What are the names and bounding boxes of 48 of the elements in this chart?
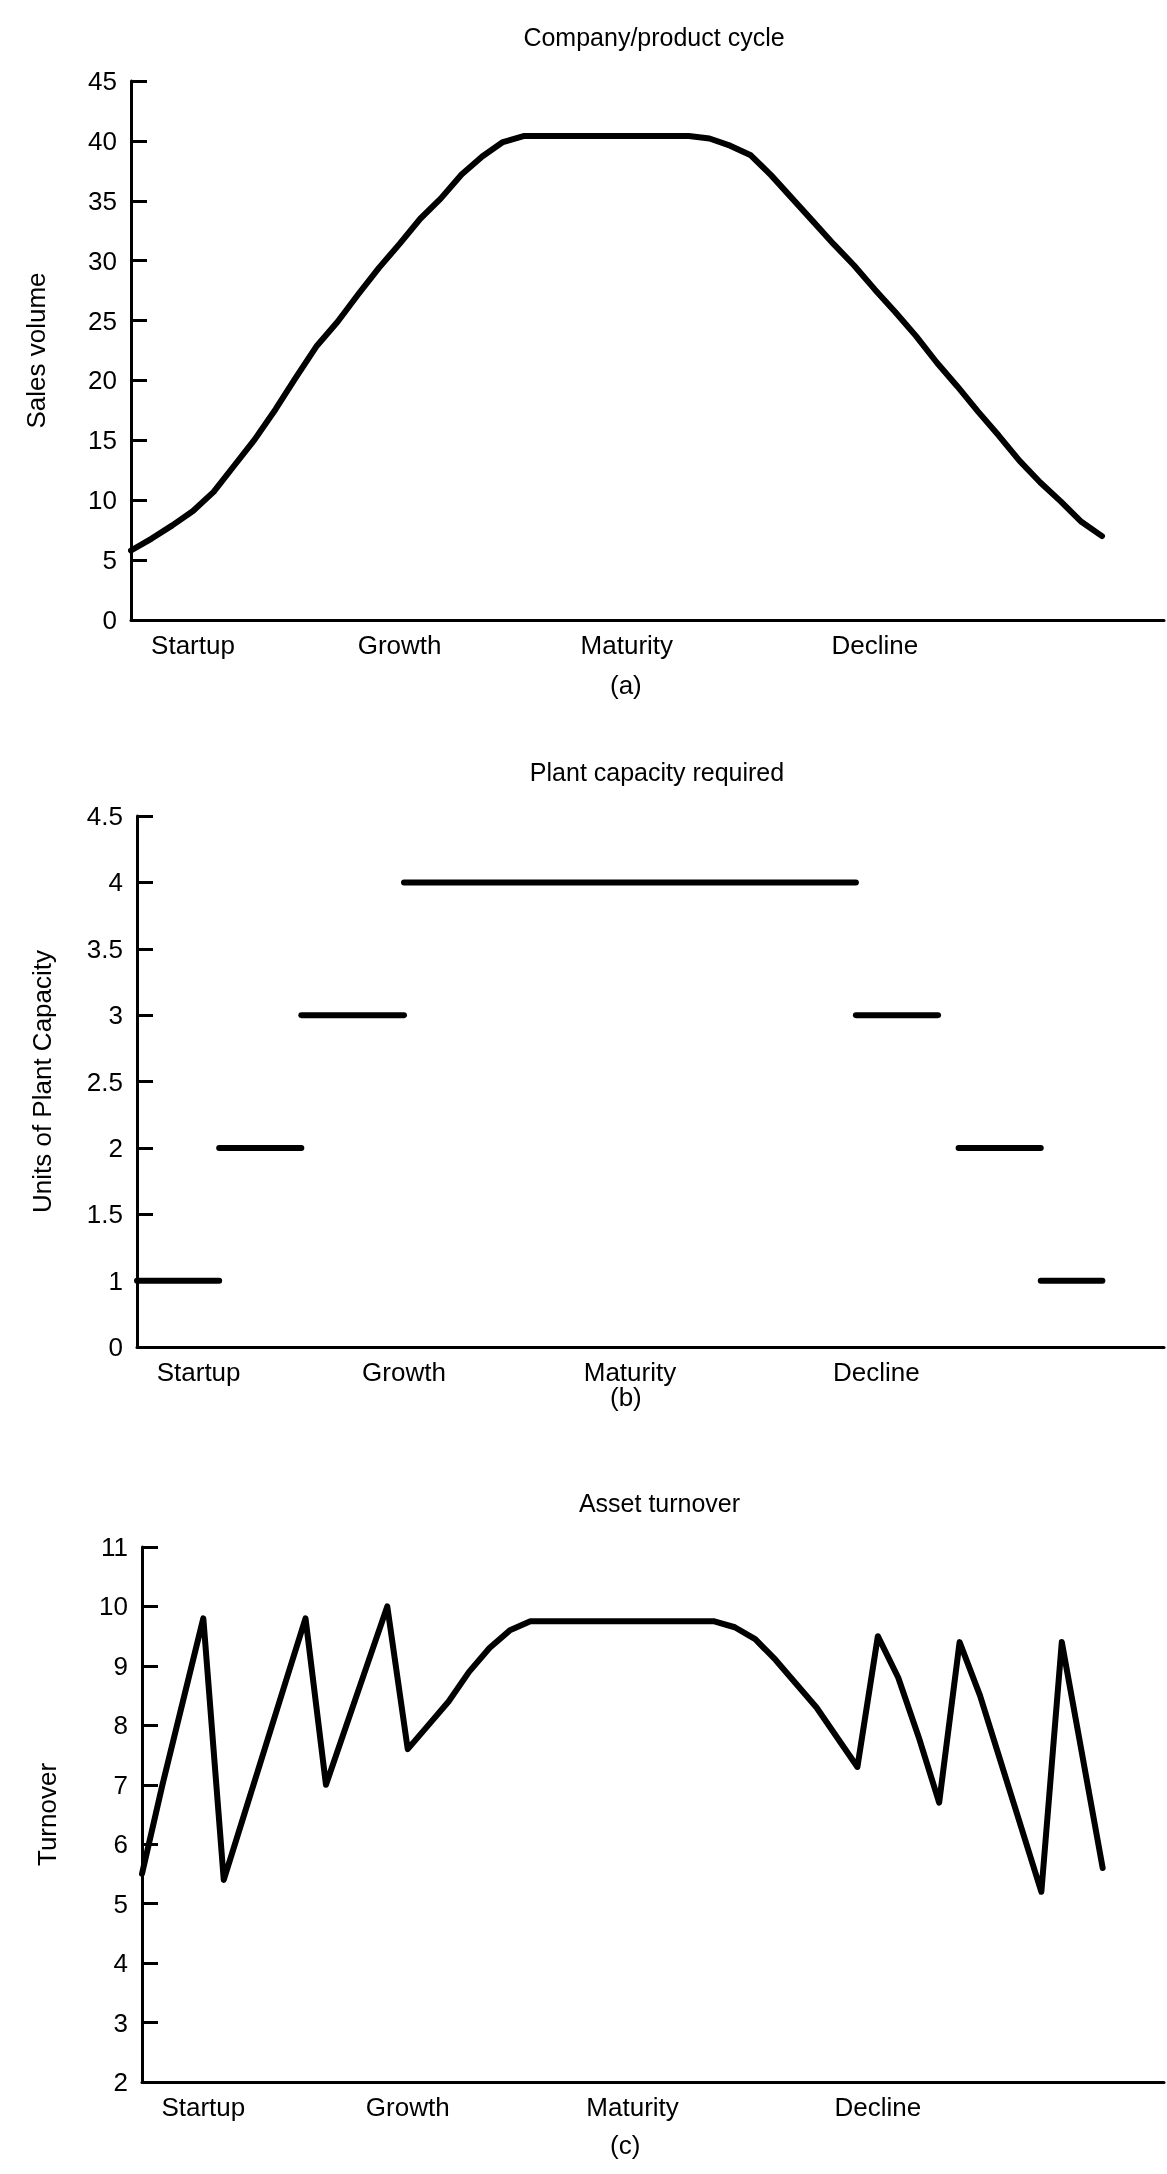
x-tick-label: Growth: [362, 1357, 446, 1387]
y-tick-label: 20: [88, 365, 117, 396]
y-tick-label: 3: [113, 2007, 128, 2038]
y-tick-label: 5: [113, 1888, 128, 1919]
x-tick-label: Startup: [156, 1357, 241, 1387]
y-tick-label: 8: [113, 1710, 128, 1741]
x-tick-label: Startup: [161, 2092, 246, 2122]
y-tick-label: 1: [108, 1265, 123, 1296]
y-tick-label: 10: [88, 485, 117, 516]
y-tick-label: 9: [113, 1650, 128, 1681]
y-tick-label: 7: [113, 1769, 128, 1800]
y-tick-label: 45: [88, 66, 117, 96]
chart-title: Asset turnover: [578, 1488, 741, 1517]
y-tick-label: 2: [108, 1132, 123, 1163]
y-tick-label: 25: [88, 305, 117, 336]
y-tick-label: 4: [113, 1948, 128, 1979]
chart-title: Company/product cycle: [523, 22, 785, 51]
y-axis-title: Turnover: [32, 1762, 62, 1867]
y-tick-label: 4: [108, 867, 123, 898]
x-tick-label: Decline: [831, 630, 919, 660]
y-tick-label: 35: [88, 185, 117, 216]
y-tick-label: 40: [88, 125, 117, 156]
y-tick-label: 4.5: [86, 801, 123, 831]
y-tick-label: 10: [99, 1591, 128, 1622]
x-tick-label: Growth: [365, 2092, 450, 2122]
chart-title: Plant capacity required: [529, 757, 785, 786]
y-tick-label: 0: [102, 605, 117, 635]
y-tick-label: 3.5: [86, 933, 123, 964]
x-tick-label: Decline: [833, 1357, 920, 1387]
text: (a): [610, 670, 642, 700]
x-tick-label: Growth: [357, 630, 442, 660]
y-axis-title: Units of Plant Capacity: [27, 949, 57, 1214]
y-tick-label: 0: [108, 1332, 123, 1362]
x-tick-label: Maturity: [586, 2092, 679, 2122]
y-tick-label: 3: [108, 1000, 123, 1031]
y-tick-label: 30: [88, 245, 117, 276]
x-tick-label: Decline: [834, 2092, 922, 2122]
y-tick-label: 5: [102, 545, 117, 576]
y-tick-label: 15: [88, 425, 117, 456]
text: (c): [610, 2130, 641, 2160]
y-tick-label: 11: [101, 1532, 128, 1562]
x-tick-label: Startup: [151, 630, 235, 660]
y-tick-label: 2.5: [86, 1066, 123, 1097]
y-tick-label: 2: [113, 2067, 128, 2097]
y-axis-title: Sales volume: [21, 272, 51, 429]
y-tick-label: 1.5: [86, 1199, 123, 1230]
x-tick-label: Maturity: [580, 630, 674, 660]
y-tick-label: 6: [113, 1829, 128, 1860]
